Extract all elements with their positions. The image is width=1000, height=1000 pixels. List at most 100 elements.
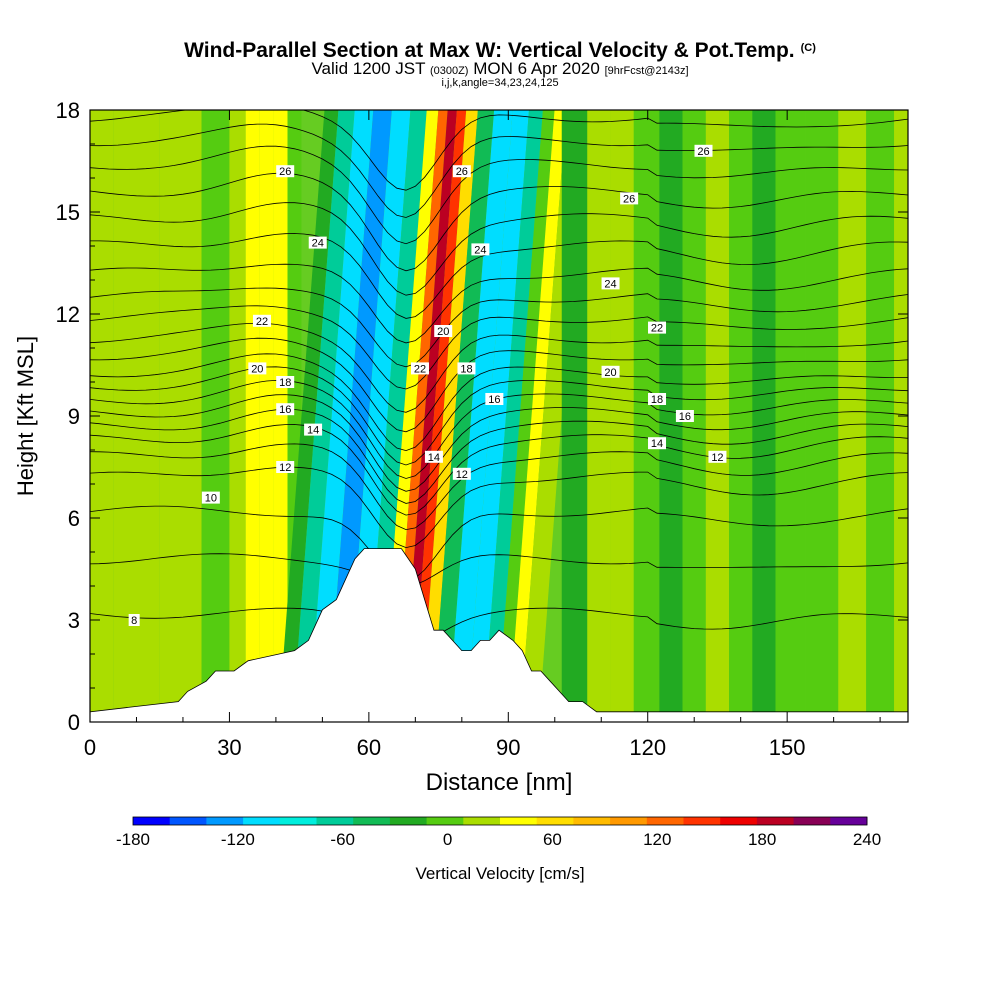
contour-label: 18 [276, 376, 295, 389]
valid-zulu: (0300Z) [429, 65, 469, 77]
colorbar-tick-label: 0 [443, 830, 452, 849]
svg-text:8: 8 [131, 615, 137, 627]
colorbar-swatch [463, 817, 501, 825]
colorbar-title: Vertical Velocity [cm/s] [415, 864, 585, 883]
svg-text:24: 24 [604, 278, 616, 290]
y-tick-label: 0 [68, 710, 80, 735]
velocity-band [805, 110, 839, 722]
theta-contour [90, 305, 908, 390]
contour-label: 18 [457, 362, 476, 375]
svg-text:26: 26 [697, 146, 709, 158]
theta-contour [90, 366, 908, 466]
svg-text:18: 18 [460, 363, 472, 375]
y-tick-label: 9 [68, 404, 80, 429]
theta-contour [90, 202, 908, 296]
contour-label: 12 [708, 450, 727, 464]
svg-text:26: 26 [456, 166, 468, 178]
theta-contour [90, 394, 908, 492]
theta-contour [90, 337, 908, 433]
forecast-info: [9hrFcst@2143z] [604, 65, 689, 77]
svg-text:20: 20 [437, 326, 449, 338]
contour-label: 26 [276, 165, 295, 178]
contour-label: 18 [648, 393, 667, 406]
colorbar-swatch [793, 817, 831, 825]
svg-text:22: 22 [651, 323, 663, 335]
theta-contour [90, 233, 908, 319]
theta-contour [90, 505, 908, 582]
contour-label: 26 [620, 192, 639, 205]
velocity-band [292, 110, 355, 722]
theta-contour [90, 145, 908, 245]
velocity-band [273, 110, 288, 722]
velocity-band [410, 110, 467, 722]
theta-contour [90, 123, 908, 218]
svg-text:12: 12 [711, 452, 723, 464]
svg-text:18: 18 [651, 394, 663, 406]
colorbar-swatch [610, 817, 648, 825]
svg-text:16: 16 [679, 411, 691, 423]
contour-label: 12 [452, 467, 471, 481]
colorbar-swatch [683, 817, 721, 825]
colorbar-swatch [720, 817, 758, 825]
colorbar-tick-label: -180 [116, 830, 150, 849]
colorbar-swatch [169, 817, 207, 825]
velocity-band [496, 110, 555, 722]
y-axis-label: Height [Kft MSL] [13, 336, 38, 496]
x-tick-label: 60 [357, 735, 381, 760]
svg-text:12: 12 [279, 462, 291, 474]
colorbar-swatch [389, 817, 428, 825]
velocity-band [278, 110, 339, 722]
y-tick-label: 6 [68, 506, 80, 531]
velocity-band [327, 110, 392, 722]
svg-text:14: 14 [428, 452, 440, 464]
x-axis-label: Distance [nm] [426, 769, 573, 796]
x-axis: 0 30 60 90 120 150 [84, 110, 881, 760]
chart-subtitle: Valid 1200 JST (0300Z) MON 6 Apr 2020 [9… [0, 60, 1000, 80]
velocity-band [259, 110, 274, 722]
velocity-band [775, 110, 806, 722]
velocity-band [90, 110, 114, 722]
terrain [89, 548, 909, 723]
svg-text:26: 26 [623, 193, 635, 205]
velocity-band [448, 110, 513, 722]
colorbar-swatch [573, 817, 611, 825]
colorbar-swatch [353, 817, 391, 825]
x-tick-label: 150 [769, 735, 806, 760]
velocity-band [431, 110, 495, 722]
valid-prefix: Valid 1200 JST [311, 59, 426, 78]
y-tick-label: 12 [56, 302, 80, 327]
theta-contour [90, 287, 908, 368]
velocity-band [866, 110, 895, 722]
velocity-band [561, 110, 588, 722]
contour-label: 24 [601, 277, 620, 290]
y-tick-label: 3 [68, 608, 80, 633]
contour-labels: 8 10 12 14 16 18 20 22 24 26 26 24 20 22 18 16 14 12 26 26 2… [128, 144, 727, 627]
contour-label: 20 [248, 362, 267, 375]
contour-label: 24 [471, 243, 490, 256]
contour-label: 14 [424, 450, 443, 464]
svg-text:16: 16 [279, 404, 291, 416]
y-tick-label: 18 [56, 98, 80, 123]
valid-date: MON 6 Apr 2020 [473, 59, 600, 78]
svg-text:20: 20 [251, 363, 263, 375]
theta-contour [90, 110, 908, 191]
theta-contour [90, 172, 908, 272]
svg-text:14: 14 [307, 425, 319, 437]
colorbar-swatch [133, 817, 171, 825]
colorbar-tick-label: -60 [330, 830, 355, 849]
velocity-band [682, 110, 706, 722]
contour-label: 16 [675, 410, 694, 423]
velocity-band [482, 110, 543, 722]
x-tick-label: 120 [629, 735, 666, 760]
colorbar-swatch [243, 817, 281, 825]
colorbar-swatch [536, 817, 574, 825]
velocity-band [659, 110, 683, 722]
colorbar-swatch [279, 817, 317, 825]
velocity-band [587, 110, 611, 722]
svg-text:24: 24 [312, 238, 324, 250]
velocity-band [201, 110, 230, 722]
colorbar-swatch [756, 817, 795, 825]
theta-contour [90, 466, 908, 549]
velocity-band [752, 110, 776, 722]
